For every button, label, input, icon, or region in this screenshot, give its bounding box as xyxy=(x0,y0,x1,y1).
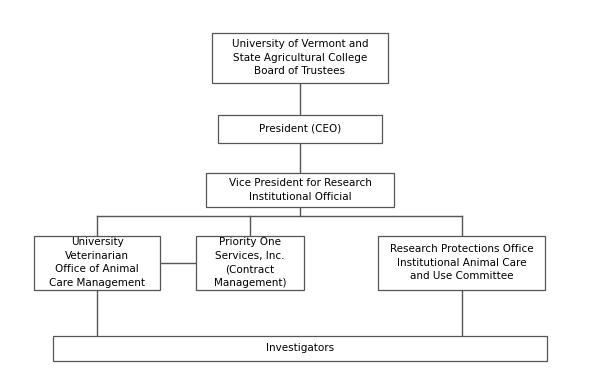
Text: University of Vermont and
State Agricultural College
Board of Trustees: University of Vermont and State Agricult… xyxy=(232,39,368,76)
Text: Priority One
Services, Inc.
(Contract
Management): Priority One Services, Inc. (Contract Ma… xyxy=(214,237,286,288)
Text: Research Protections Office
Institutional Animal Care
and Use Committee: Research Protections Office Institutiona… xyxy=(390,244,533,281)
FancyBboxPatch shape xyxy=(196,236,304,290)
Text: Vice President for Research
Institutional Official: Vice President for Research Institutiona… xyxy=(229,178,371,202)
FancyBboxPatch shape xyxy=(212,33,388,83)
FancyBboxPatch shape xyxy=(378,236,545,290)
FancyBboxPatch shape xyxy=(34,236,160,290)
FancyBboxPatch shape xyxy=(206,173,394,207)
Text: University
Veterinarian
Office of Animal
Care Management: University Veterinarian Office of Animal… xyxy=(49,237,145,288)
Text: President (CEO): President (CEO) xyxy=(259,124,341,133)
Text: Investigators: Investigators xyxy=(266,343,334,353)
FancyBboxPatch shape xyxy=(53,336,547,361)
FancyBboxPatch shape xyxy=(218,115,382,142)
